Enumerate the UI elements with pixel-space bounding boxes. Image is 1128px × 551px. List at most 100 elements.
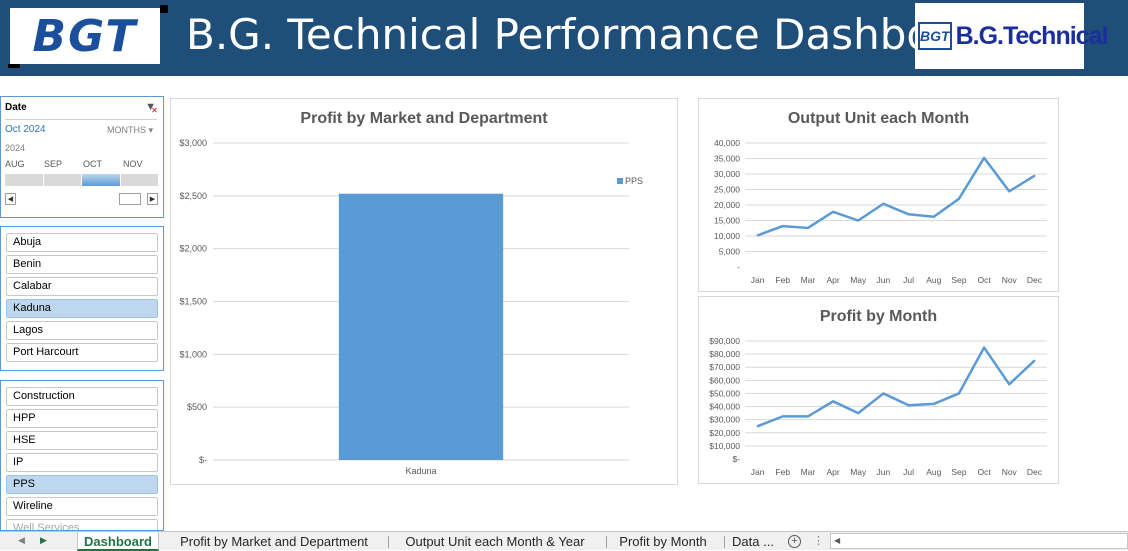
y-tick-label: $10,000 — [709, 441, 740, 451]
horizontal-scrollbar[interactable]: ◀ — [830, 533, 1128, 549]
y-tick-label: $80,000 — [709, 349, 740, 359]
slicer-item[interactable]: Lagos — [6, 321, 158, 340]
slicer-item[interactable]: IP — [6, 453, 158, 472]
data-point[interactable] — [832, 210, 835, 213]
data-point[interactable] — [806, 226, 809, 229]
x-tick-label: Nov — [1002, 467, 1018, 477]
market-slicer: Abuja Benin Calabar Kaduna Lagos Port Harcour… — [0, 226, 164, 371]
profit-by-market-chart[interactable]: Profit by Market and Department $- $500 $1… — [170, 98, 678, 485]
slicer-item[interactable]: HSE — [6, 431, 158, 450]
slicer-item[interactable]: PPS — [6, 475, 158, 494]
data-point[interactable] — [781, 415, 784, 418]
y-tick-label: 40,000 — [714, 138, 740, 148]
timeline-level-label: MONTHS — [106, 125, 146, 135]
data-point[interactable] — [1008, 383, 1011, 386]
slicer-item[interactable]: HPP — [6, 409, 158, 428]
slicer-item[interactable]: Benin — [6, 255, 158, 274]
date-timeline-slicer[interactable]: Date ▼ ✕ Oct 2024 MONTHS ▾ 2024 AUG SEP OCT… — [0, 96, 164, 218]
slicer-item[interactable]: Calabar — [6, 277, 158, 296]
y-tick-label: - — [737, 262, 740, 272]
more-options-icon[interactable]: ⋮ — [813, 535, 824, 547]
legend-swatch — [617, 178, 623, 184]
sheet-tab[interactable]: Profit by Month — [619, 534, 707, 549]
slicer-item[interactable]: Abuja — [6, 233, 158, 252]
scroll-left-icon[interactable]: ◀ — [5, 193, 16, 205]
scroll-right-icon[interactable]: ▶ — [147, 193, 158, 205]
data-point[interactable] — [857, 412, 860, 415]
y-tick-label: $500 — [187, 402, 207, 412]
next-sheet-icon[interactable]: ▶ — [40, 535, 47, 545]
timeline-level-dropdown[interactable]: MONTHS ▾ — [107, 125, 153, 136]
x-tick-label: Aug — [926, 467, 941, 477]
y-tick-label: 10,000 — [714, 231, 740, 241]
data-point[interactable] — [806, 415, 809, 418]
timeline-scroll-thumb[interactable] — [119, 193, 141, 205]
timeline-month-bar[interactable] — [82, 174, 120, 186]
data-point[interactable] — [1008, 190, 1011, 193]
sheet-tab[interactable]: Profit by Market and Department — [180, 534, 368, 549]
timeline-year: 2024 — [5, 143, 26, 153]
tab-separator — [724, 536, 725, 548]
timeline-month-bar[interactable] — [5, 174, 43, 186]
clear-filter-icon[interactable]: ▼ ✕ — [145, 101, 158, 115]
dashboard-header: BGT B.G. Technical Performance Dashboard… — [0, 0, 1128, 76]
data-point[interactable] — [1033, 359, 1036, 362]
data-point[interactable] — [882, 392, 885, 395]
x-tick-label: Kaduna — [405, 466, 436, 476]
timeline-selected-period: Oct 2024 — [5, 124, 46, 135]
y-tick-label: $- — [732, 454, 740, 464]
y-tick-label: 15,000 — [714, 216, 740, 226]
x-tick-label: Jul — [903, 467, 914, 477]
data-point[interactable] — [932, 215, 935, 218]
add-sheet-icon[interactable]: + — [788, 535, 801, 548]
data-point[interactable] — [932, 402, 935, 405]
data-point[interactable] — [907, 404, 910, 407]
series-line[interactable] — [757, 346, 1036, 428]
profit-by-month-chart[interactable]: Profit by Month $- $10,000 $20,000 $30,000 $… — [698, 296, 1059, 484]
data-point[interactable] — [756, 425, 759, 428]
output-unit-chart[interactable]: Output Unit each Month - 5,000 10,000 15,00… — [698, 98, 1059, 292]
data-point[interactable] — [957, 197, 960, 200]
data-point[interactable] — [857, 219, 860, 222]
data-point[interactable] — [983, 156, 986, 159]
bar[interactable] — [338, 193, 504, 460]
timeline-month-label: AUG — [5, 159, 25, 169]
slicer-item[interactable]: Port Harcourt — [6, 343, 158, 362]
slicer-item[interactable]: Kaduna — [6, 299, 158, 318]
sheet-tab[interactable]: Dashboard — [77, 532, 159, 551]
series-line[interactable] — [757, 156, 1036, 237]
y-tick-label: 25,000 — [714, 185, 740, 195]
data-point[interactable] — [957, 392, 960, 395]
tab-separator — [606, 536, 607, 548]
sheet-tab[interactable]: Output Unit each Month & Year — [405, 534, 585, 549]
timeline-month-bars[interactable] — [5, 174, 158, 186]
slicer-item[interactable]: Construction — [6, 387, 158, 406]
data-point[interactable] — [781, 225, 784, 228]
slicer-item[interactable]: Wireline — [6, 497, 158, 516]
sheet-tab-bar: ◀ ▶ Dashboard Profit by Market and Depart… — [0, 531, 1128, 551]
data-point[interactable] — [832, 400, 835, 403]
logo-corner-mark — [8, 64, 20, 68]
data-point[interactable] — [882, 202, 885, 205]
data-point[interactable] — [1033, 174, 1036, 177]
x-tick-label: Oct — [977, 467, 991, 477]
timeline-month-bar[interactable] — [120, 174, 158, 186]
y-tick-label: $60,000 — [709, 375, 740, 385]
y-tick-label: $90,000 — [709, 336, 740, 346]
data-point[interactable] — [756, 234, 759, 237]
timeline-month-label: NOV — [123, 159, 143, 169]
prev-sheet-icon[interactable]: ◀ — [18, 535, 25, 545]
x-tick-label: Aug — [926, 275, 941, 285]
x-tick-label: Sep — [951, 467, 966, 477]
scroll-left-icon[interactable]: ◀ — [834, 536, 841, 545]
timeline-month-bar[interactable] — [43, 174, 81, 186]
slicer-item[interactable]: Well Services — [6, 519, 158, 530]
data-point[interactable] — [983, 346, 986, 349]
y-tick-label: $1,000 — [179, 349, 207, 359]
timeline-month-label: OCT — [83, 159, 102, 169]
department-slicer: Construction HPP HSE IP PPS Wireline Well Serv… — [0, 380, 164, 531]
x-tick-label: Dec — [1027, 275, 1043, 285]
timeline-month-label: SEP — [44, 159, 63, 169]
data-point[interactable] — [907, 213, 910, 216]
sheet-tab[interactable]: Data ... — [732, 534, 774, 549]
